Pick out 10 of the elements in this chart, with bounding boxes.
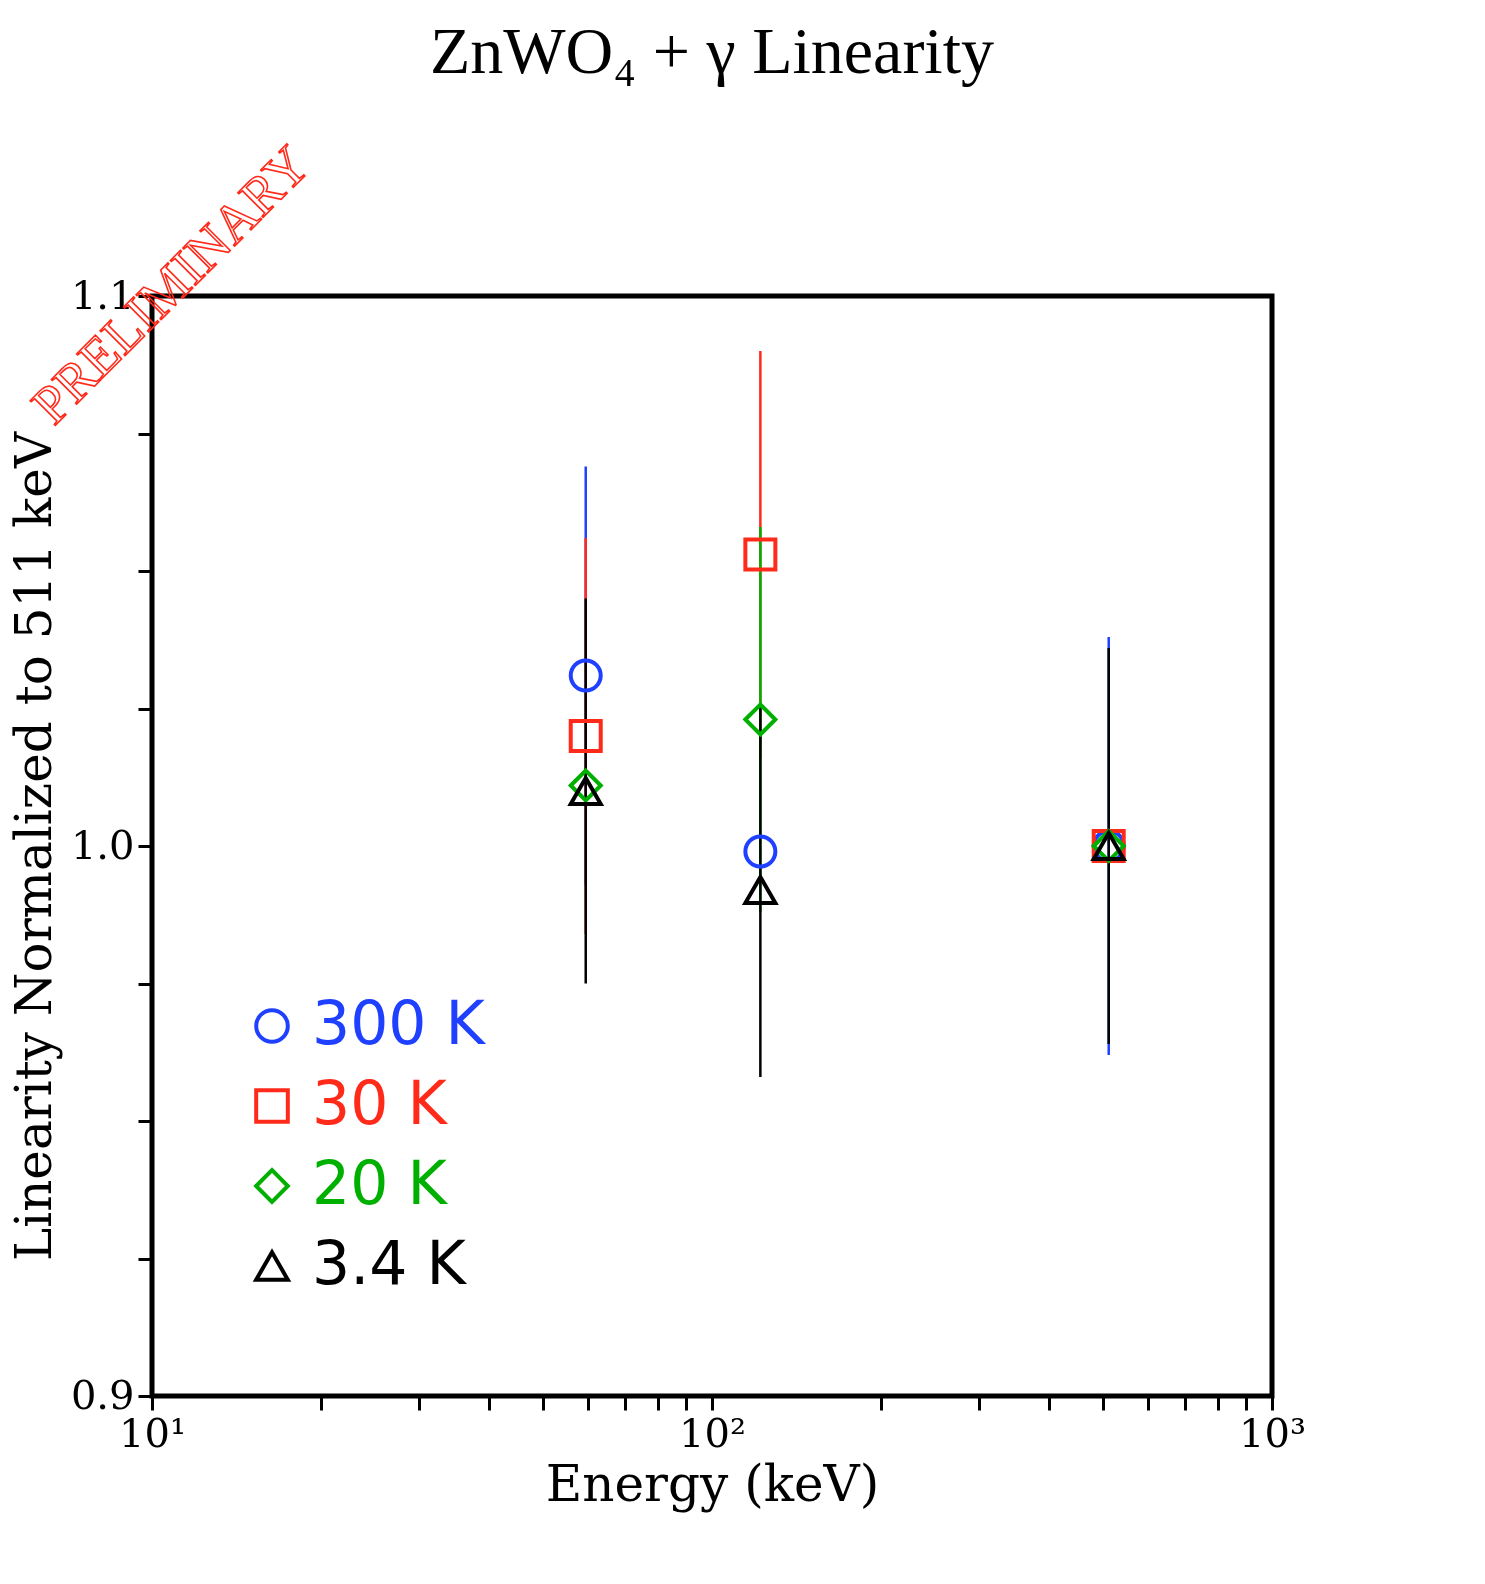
x-tick-label: 10² bbox=[679, 1409, 746, 1456]
legend-label: 300 K bbox=[312, 988, 487, 1058]
y-axis-title: Linearity Normalized to 511 keV bbox=[4, 431, 63, 1262]
chart-title: ZnWO₄ + γ Linearity bbox=[429, 14, 995, 88]
legend-label: 3.4 K bbox=[312, 1228, 468, 1298]
legend-label: 30 K bbox=[312, 1068, 449, 1138]
legend-label: 20 K bbox=[312, 1148, 449, 1218]
x-tick-label: 10³ bbox=[1239, 1409, 1306, 1456]
y-tick-label: 1.0 bbox=[70, 821, 135, 868]
x-axis-title: Energy (keV) bbox=[545, 1454, 880, 1513]
